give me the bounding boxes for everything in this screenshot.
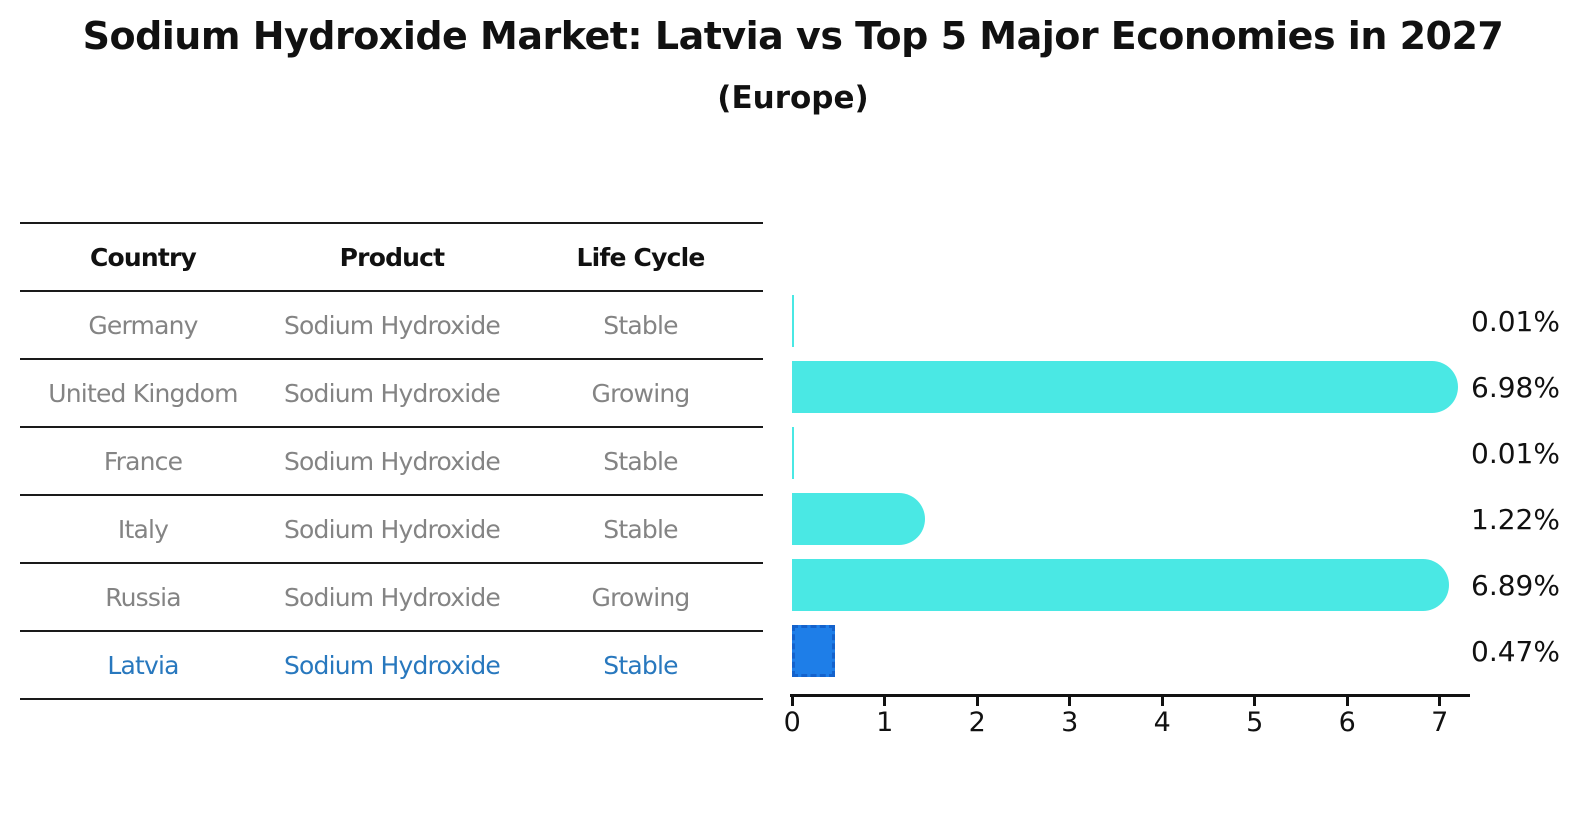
x-axis-tick-label: 0 <box>783 707 801 738</box>
table-header-row: Country Product Life Cycle <box>20 224 763 292</box>
chart-subtitle: (Europe) <box>717 80 869 116</box>
product-cell: Sodium Hydroxide <box>283 446 501 476</box>
life-cycle-cell: Growing <box>591 378 691 408</box>
x-axis-tick <box>1345 697 1349 706</box>
x-axis-tick-label: 3 <box>1061 707 1078 738</box>
x-axis-tick <box>1438 697 1441 706</box>
column-header-product: Product <box>339 242 446 272</box>
x-axis-tick <box>1068 697 1071 706</box>
x-axis-tick-label: 4 <box>1153 707 1171 738</box>
country-cell: United Kingdom <box>48 378 238 408</box>
table-row: Russia Sodium Hydroxide Growing <box>20 564 763 632</box>
product-cell: Sodium Hydroxide <box>283 650 501 680</box>
column-header-life-cycle: Life Cycle <box>576 242 705 272</box>
country-cell: Germany <box>88 310 198 340</box>
x-axis-tick <box>1253 697 1256 706</box>
bar-value-label: 0.47% <box>1471 634 1560 668</box>
country-cell: France <box>103 446 183 476</box>
x-axis-tick-label: 2 <box>968 707 986 738</box>
x-axis-tick-label: 5 <box>1246 707 1263 738</box>
x-axis-tick <box>790 697 794 706</box>
bar-value-label: 6.98% <box>1471 370 1560 404</box>
product-cell: Sodium Hydroxide <box>283 582 501 612</box>
table-row: United Kingdom Sodium Hydroxide Growing <box>20 360 763 428</box>
bar-value-label: 0.01% <box>1471 304 1560 338</box>
x-axis-line <box>790 694 1470 697</box>
life-cycle-cell: Stable <box>603 514 678 544</box>
life-cycle-cell: Stable <box>603 650 678 680</box>
bar-latvia <box>792 625 836 677</box>
country-cell: Italy <box>117 514 169 544</box>
product-cell: Sodium Hydroxide <box>283 378 501 408</box>
column-header-country: Country <box>89 242 197 272</box>
chart-title: Sodium Hydroxide Market: Latvia vs Top 5… <box>82 14 1504 58</box>
table-row: Italy Sodium Hydroxide Stable <box>20 496 763 564</box>
bar-united-kingdom <box>792 361 1458 413</box>
country-table: Country Product Life Cycle Germany Sodium… <box>20 222 763 700</box>
bar-value-label: 6.89% <box>1471 568 1560 602</box>
bar-france <box>792 427 794 479</box>
x-axis-tick <box>1160 697 1164 706</box>
bar-value-label: 1.22% <box>1471 502 1560 536</box>
table-row: Germany Sodium Hydroxide Stable <box>20 292 763 360</box>
bar-germany <box>792 295 794 347</box>
bar-italy <box>792 493 925 545</box>
x-axis-tick-label: 6 <box>1338 707 1356 738</box>
x-axis-tick-label: 1 <box>876 707 893 738</box>
x-axis-tick-label: 7 <box>1431 707 1448 738</box>
x-axis-tick <box>883 697 886 706</box>
product-cell: Sodium Hydroxide <box>283 514 501 544</box>
x-axis-tick <box>975 697 979 706</box>
table-row: Latvia Sodium Hydroxide Stable <box>20 632 763 700</box>
life-cycle-cell: Stable <box>603 446 678 476</box>
product-cell: Sodium Hydroxide <box>283 310 501 340</box>
life-cycle-cell: Growing <box>591 582 691 612</box>
table-rows: Germany Sodium Hydroxide Stable United King… <box>20 292 763 700</box>
bar-value-label: 0.01% <box>1471 436 1560 470</box>
table-row: France Sodium Hydroxide Stable <box>20 428 763 496</box>
country-cell: Latvia <box>107 650 179 680</box>
bar-russia <box>792 559 1450 611</box>
country-cell: Russia <box>105 582 181 612</box>
life-cycle-cell: Stable <box>603 310 678 340</box>
